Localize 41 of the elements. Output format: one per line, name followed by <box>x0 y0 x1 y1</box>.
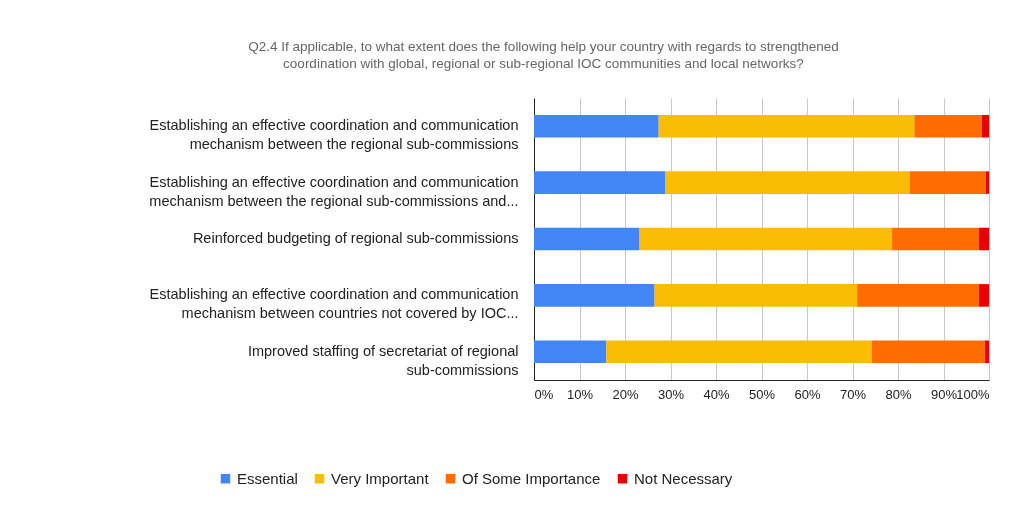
y-tick-label: Reinforced budgeting of regional sub-commissions <box>192 230 519 246</box>
x-tick-label: 80% <box>885 386 912 402</box>
bar <box>892 227 979 251</box>
legend-label: Not Necessary <box>634 469 733 487</box>
y-tick-label: Establishing an effective coordination and communication mechanism between countries not covered by IOC... <box>149 286 519 322</box>
x-tick-label: 50% <box>748 386 776 402</box>
x-tick-label: 60% <box>794 386 821 402</box>
x-tick-label: 30% <box>657 386 685 402</box>
bar <box>639 227 893 251</box>
bar <box>981 114 989 138</box>
bar <box>985 171 989 194</box>
y-tick-label: Improved staffing of secretariat of regional sub-commissions <box>247 342 519 378</box>
bar <box>914 114 982 138</box>
x-tick-label: 40% <box>703 386 730 402</box>
bar <box>665 171 910 194</box>
bar <box>534 284 655 307</box>
bar <box>871 340 985 364</box>
bar <box>857 284 979 307</box>
x-tick-label: 0% <box>534 386 554 402</box>
x-tick-label: 90% <box>930 386 958 402</box>
bar <box>534 171 666 194</box>
legend-label: Essential <box>237 469 298 487</box>
legend-label: Very Important <box>331 469 430 487</box>
bar <box>984 340 989 364</box>
chart-title: Q2.4 If applicable, to what extent does the following help your country with regards to strengthened coordination with global, regional or sub-regional IOC communities and local networks? <box>248 38 839 71</box>
bar <box>978 227 989 251</box>
bar <box>978 284 989 307</box>
bar <box>909 171 986 194</box>
y-tick-label: Establishing an effective coordination and communication mechanism between the regional sub-commissions <box>149 117 519 153</box>
x-tick-label: 20% <box>612 386 639 402</box>
x-tick-label: 10% <box>566 386 594 402</box>
x-tick-label: 70% <box>839 386 867 402</box>
legend-label: Of Some Importance <box>462 469 601 487</box>
bar <box>658 114 915 138</box>
bar <box>654 284 858 307</box>
bar <box>534 114 659 138</box>
x-tick-label: 100% <box>956 386 990 402</box>
bar <box>534 340 607 364</box>
bar <box>606 340 872 364</box>
bar <box>534 227 640 251</box>
y-tick-label: Establishing an effective coordination and communication mechanism between the regional sub-commissions and... <box>149 173 519 209</box>
